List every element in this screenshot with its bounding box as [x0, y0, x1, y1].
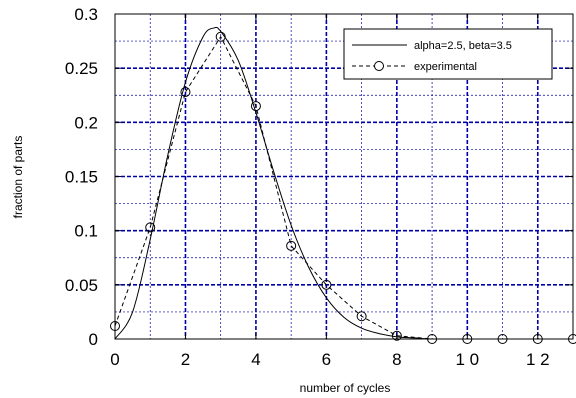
series-point-1: [215, 31, 226, 42]
series-point-1: [180, 87, 191, 97]
y-tick-label: 0.15: [65, 168, 98, 187]
y-tick-label: 0.25: [65, 59, 98, 78]
series-point-1: [110, 321, 120, 331]
y-tick-label: 0: [89, 330, 98, 349]
series-point-1: [356, 311, 367, 322]
series-point-1: [391, 330, 402, 341]
y-tick-label: 0.05: [65, 276, 98, 295]
series-point-1: [532, 334, 543, 344]
series-layer: [110, 26, 576, 344]
legend: alpha=2.5, beta=3.5 experimental: [343, 28, 553, 80]
series-point-1: [497, 334, 508, 344]
x-tick-label: 0: [110, 350, 119, 369]
legend-box: [343, 28, 553, 80]
series-line-1: [115, 35, 573, 339]
x-axis-label: number of cycles: [300, 381, 391, 395]
series-point-1: [462, 334, 473, 344]
y-tick-label: 0.3: [74, 5, 98, 24]
x-tick-label: 4: [251, 350, 260, 369]
x-tick-label: 8: [392, 350, 401, 369]
legend-label-0: alpha=2.5, beta=3.5: [414, 40, 512, 52]
series-point-1: [568, 334, 576, 344]
series-point-1: [321, 279, 332, 290]
series-point-1: [250, 101, 261, 112]
y-tick-label: 0.2: [74, 113, 98, 132]
legend-label-1: experimental: [414, 61, 477, 73]
series-point-1: [286, 240, 297, 251]
series-point-1: [145, 222, 156, 233]
series-line-0: [115, 26, 573, 339]
x-tick-label: 6: [322, 350, 331, 369]
x-tick-label: 1 2: [526, 350, 550, 369]
series-point-1: [427, 334, 438, 344]
y-tick-label: 0.1: [74, 222, 98, 241]
x-tick-label: 2: [181, 350, 190, 369]
y-axis-label: fraction of parts: [11, 136, 25, 219]
x-tick-label: 1 0: [455, 350, 479, 369]
legend-marker-1: [374, 61, 384, 71]
